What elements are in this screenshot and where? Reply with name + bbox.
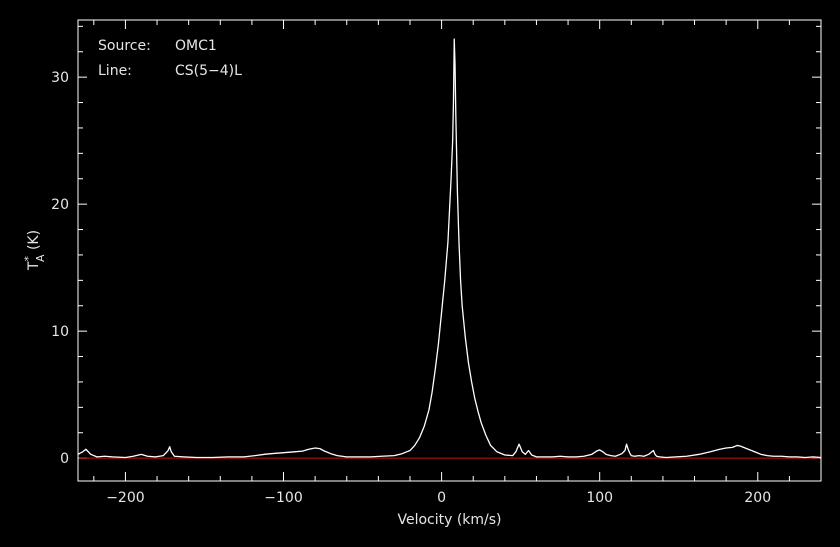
x-tick-label: 0 bbox=[437, 490, 446, 506]
y-axis-label: T*A (K) bbox=[22, 230, 47, 271]
y-tick-label: 10 bbox=[51, 324, 69, 340]
x-tick-label: −200 bbox=[106, 490, 144, 506]
y-axis-label-superscript: * bbox=[22, 256, 35, 262]
x-tick-label: −100 bbox=[264, 490, 302, 506]
x-tick-label: 200 bbox=[744, 490, 771, 506]
y-axis-label-subscript: A bbox=[34, 254, 47, 262]
annotation-source-value: OMC1 bbox=[175, 38, 217, 54]
y-axis-label-base: T bbox=[26, 261, 42, 271]
annotation-line-label: Line: bbox=[98, 63, 132, 79]
y-tick-label: 30 bbox=[51, 70, 69, 86]
y-axis-label-unit: (K) bbox=[26, 230, 42, 255]
y-tick-label: 0 bbox=[60, 451, 69, 467]
y-tick-label: 20 bbox=[51, 197, 69, 213]
annotation-line-value: CS(5−4)L bbox=[175, 63, 242, 79]
ticks-layer: −200 −100 0 100 200 0 10 20 30 bbox=[51, 20, 822, 506]
annotation-source-label: Source: bbox=[98, 38, 151, 54]
spectrum-line bbox=[77, 38, 822, 459]
x-axis-label: Velocity (km/s) bbox=[397, 512, 501, 528]
plot-frame bbox=[77, 19, 822, 482]
x-tick-label: 100 bbox=[586, 490, 613, 506]
